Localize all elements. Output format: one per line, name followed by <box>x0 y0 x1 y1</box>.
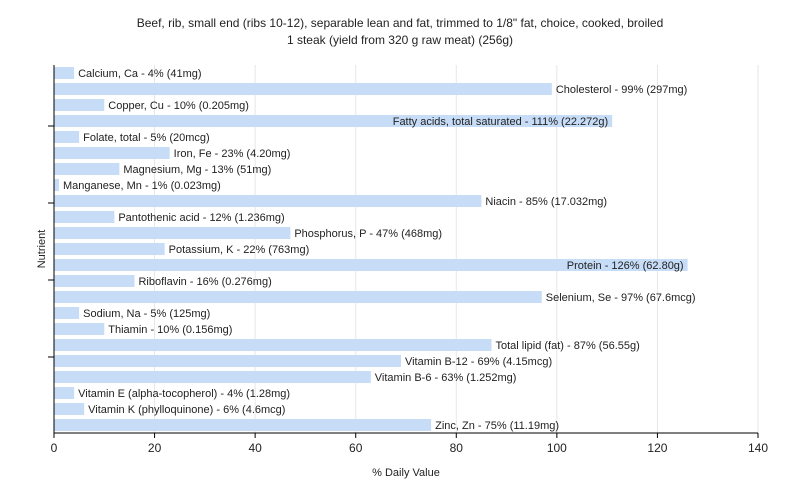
bar-label: Folate, total - 5% (20mcg) <box>83 132 210 144</box>
bar-label: Calcium, Ca - 4% (41mg) <box>78 68 201 80</box>
bar <box>54 131 80 143</box>
axes-group: 0 20 40 60 80 100 120 140 <box>48 65 768 455</box>
bar-label: Total lipid (fat) - 87% (56.55g) <box>495 340 639 352</box>
bar-label: Riboflavin - 16% (0.276mg) <box>138 276 271 288</box>
bar <box>54 227 291 239</box>
bar <box>54 259 688 271</box>
x-axis-label: % Daily Value <box>372 467 440 479</box>
bar <box>54 275 135 287</box>
bars-group: Calcium, Ca - 4% (41mg) Cholesterol - 99%… <box>54 67 696 432</box>
bar <box>54 371 371 383</box>
bar-label: Vitamin B-12 - 69% (4.15mcg) <box>405 356 552 368</box>
bar <box>54 243 165 255</box>
bar-label: Protein - 126% (62.80g) <box>567 260 684 272</box>
x-tick-label: 120 <box>647 441 667 455</box>
bar-label: Thiamin - 10% (0.156mg) <box>108 324 232 336</box>
x-tick-label: 40 <box>248 441 262 455</box>
bar <box>54 83 552 95</box>
x-tick-label: 80 <box>450 441 464 455</box>
bar <box>54 115 613 127</box>
bar-label: Potassium, K - 22% (763mg) <box>169 244 310 256</box>
bar <box>54 323 105 335</box>
bar-label: Vitamin K (phylloquinone) - 6% (4.6mcg) <box>88 404 285 416</box>
bar-label: Cholesterol - 99% (297mg) <box>556 84 687 96</box>
bar <box>54 419 432 431</box>
bar-label: Zinc, Zn - 75% (11.19mg) <box>435 420 559 432</box>
bar <box>54 291 542 303</box>
bar <box>54 387 75 399</box>
x-tick-label: 20 <box>148 441 162 455</box>
x-tick-label: 100 <box>547 441 567 455</box>
bar <box>54 403 85 415</box>
bar <box>54 307 80 319</box>
bar <box>54 339 492 351</box>
bar-label: Fatty acids, total saturated - 111% (22.… <box>393 116 608 128</box>
x-tick-label: 60 <box>349 441 363 455</box>
bar <box>54 195 482 207</box>
bar-label: Manganese, Mn - 1% (0.023mg) <box>63 180 221 192</box>
chart-subtitle: 1 steak (yield from 320 g raw meat) (256… <box>287 33 513 47</box>
bar <box>54 99 105 111</box>
bar-label: Phosphorus, P - 47% (468mg) <box>294 228 442 240</box>
bar <box>54 355 401 367</box>
bar <box>54 211 115 223</box>
chart-title: Beef, rib, small end (ribs 10-12), separ… <box>137 16 664 30</box>
bar-label: Sodium, Na - 5% (125mg) <box>83 308 210 320</box>
x-tick-label: 140 <box>748 441 768 455</box>
bar-label: Selenium, Se - 97% (67.6mcg) <box>546 292 696 304</box>
bar-label: Magnesium, Mg - 13% (51mg) <box>123 164 271 176</box>
bar <box>54 147 170 159</box>
bar-label: Pantothenic acid - 12% (1.236mg) <box>118 212 284 224</box>
x-tick-label: 0 <box>51 441 58 455</box>
bar <box>54 179 60 191</box>
bar <box>54 67 75 79</box>
bar-label: Vitamin E (alpha-tocopherol) - 4% (1.28m… <box>78 388 290 400</box>
bar <box>54 163 120 175</box>
bar-label: Copper, Cu - 10% (0.205mg) <box>108 100 249 112</box>
bar-label: Iron, Fe - 23% (4.20mg) <box>174 148 291 160</box>
y-axis-label: Nutrient <box>36 230 48 269</box>
bar-label: Vitamin B-6 - 63% (1.252mg) <box>375 372 517 384</box>
bar-label: Niacin - 85% (17.032mg) <box>485 196 607 208</box>
